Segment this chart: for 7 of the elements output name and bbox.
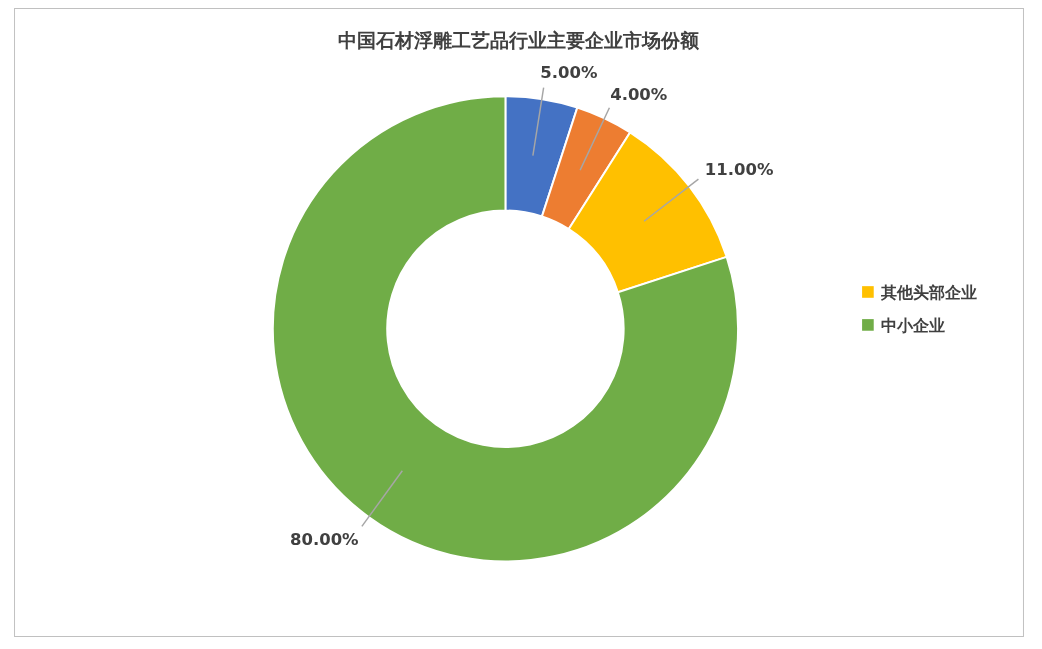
chart-title: 中国石材浮雕工艺品行业主要企业市场份额 [338, 28, 701, 52]
data-label: 11.00% [704, 160, 774, 180]
data-label: 5.00% [540, 63, 598, 83]
data-label: 80.00% [289, 529, 359, 549]
legend-label: 中小企业 [881, 315, 946, 335]
legend-label: 其他头部企业 [880, 282, 978, 302]
data-label: 4.00% [610, 84, 668, 104]
